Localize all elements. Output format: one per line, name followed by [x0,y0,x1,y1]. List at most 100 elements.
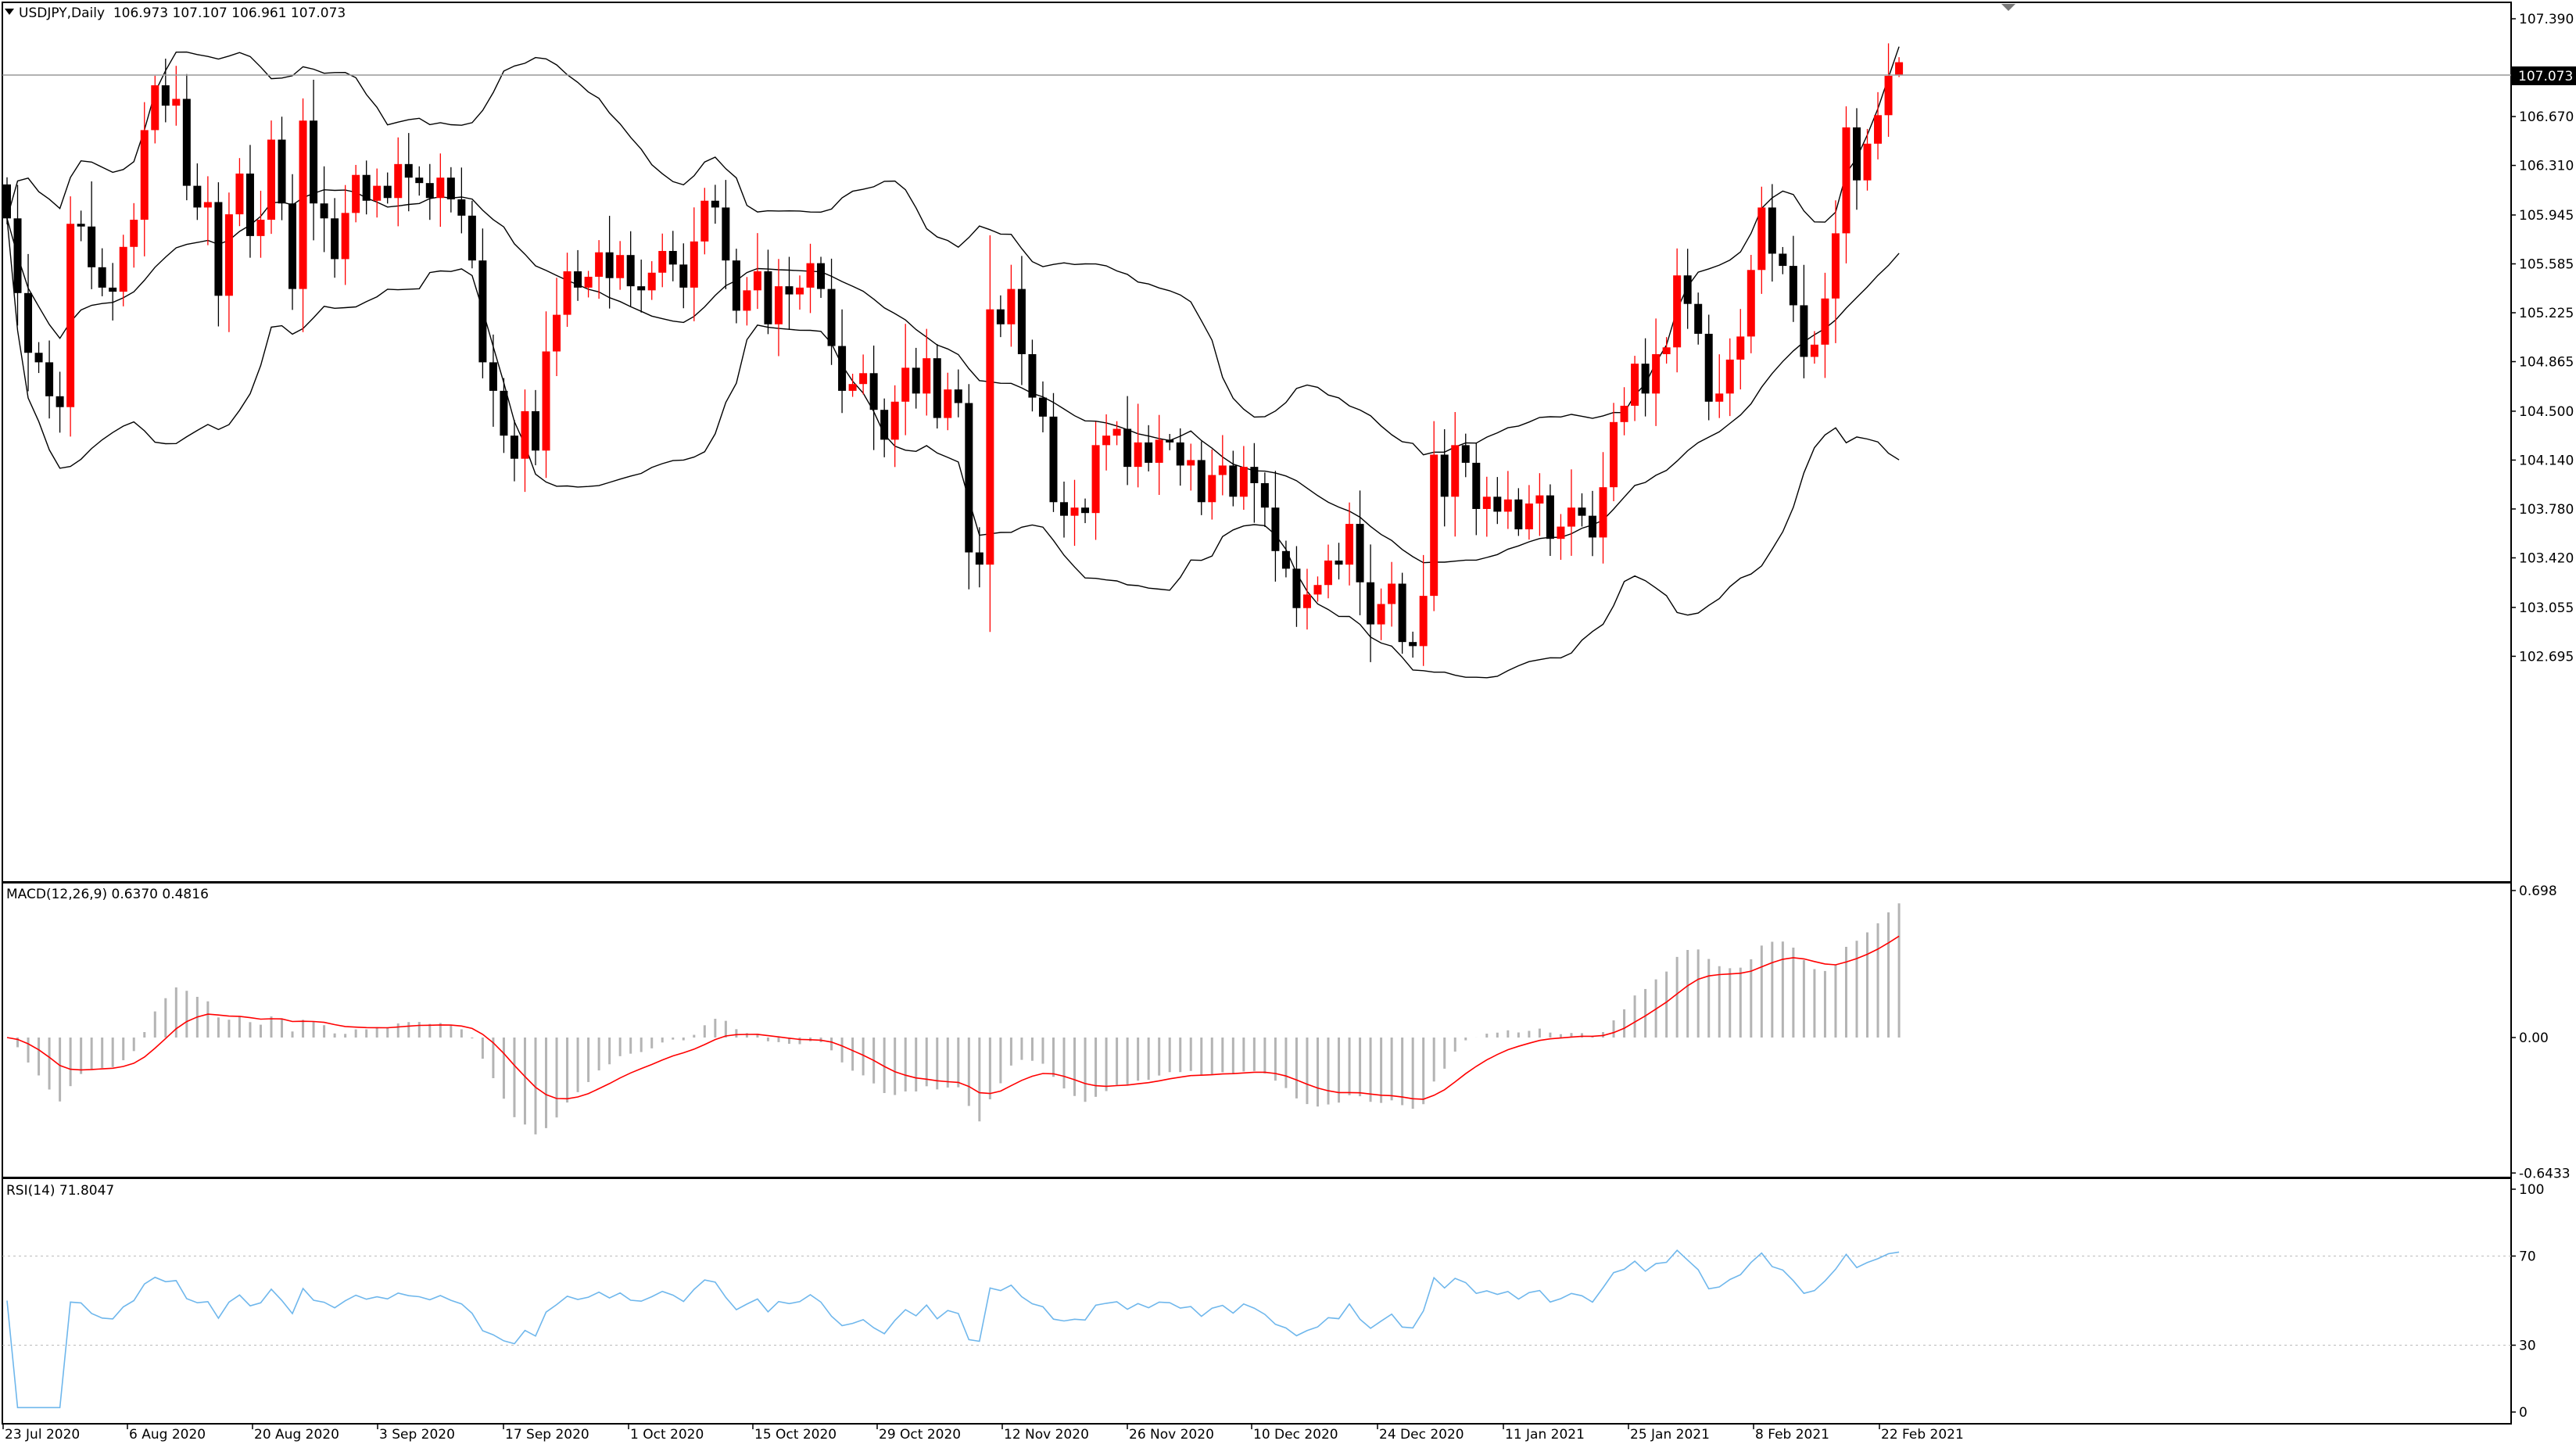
candle-body [743,290,751,311]
candle-body [890,401,899,440]
candle-body [901,367,910,402]
candle-body [996,309,1005,324]
candle-body [859,373,868,385]
candle-body [1145,442,1153,463]
candle-body [1302,594,1311,608]
candle-body [1779,253,1787,267]
candle-body [56,396,64,407]
candle-body [1060,502,1068,516]
candle-body [1356,524,1364,582]
candle-body [98,267,106,288]
candle-body [774,286,783,324]
candle-body [1652,353,1661,394]
candle-body [1683,275,1692,304]
candle-body [1768,207,1776,254]
price-tick-label: 104.500 [2519,404,2574,420]
candle-body [1049,416,1058,503]
candle-body [838,346,847,391]
candle-body [1578,507,1586,516]
candle-body [1641,364,1650,394]
candle-body [1081,507,1090,514]
candle-body [203,202,212,208]
macd-tick-label: -0.6433 [2519,1166,2571,1181]
candle-body [1884,75,1893,116]
candle-body [869,373,878,410]
triangle-down-icon[interactable] [5,9,14,15]
candle-body [500,390,508,436]
rsi-line-group [2,1249,2511,1409]
candle-body [1821,298,1829,345]
bollinger-upper-band [6,46,1900,456]
date-tick-label: 26 Nov 2020 [1129,1427,1214,1443]
candle-body [1313,585,1322,595]
candle-body [1694,303,1703,334]
candle-body [944,389,952,418]
price-tag: 107.073 [2518,69,2573,84]
candle-body [151,85,159,131]
candle-body [436,177,445,199]
candle-body [362,174,371,201]
candle-body [647,272,656,291]
candle-body [1599,487,1607,538]
macd-panel[interactable] [2,882,2512,1178]
candle-body [489,362,497,391]
candle-body [1123,428,1132,468]
candle-body [532,410,539,451]
candle-body [1757,207,1766,271]
candle-body [1800,305,1808,357]
candle-body [679,264,688,288]
candle-body [1218,465,1227,475]
candle-body [1704,333,1713,402]
macd-signal-line [6,935,1900,1100]
candle-body [1324,560,1332,586]
candle-body [34,353,43,363]
chart-shift-marker[interactable] [2001,4,2015,11]
price-tick-label: 102.695 [2519,649,2574,665]
rsi-panel[interactable] [2,1177,2512,1425]
candle-body [1472,462,1481,509]
date-tick-label: 24 Dec 2020 [1379,1427,1464,1443]
candle-body [1789,266,1797,306]
candle-body [1842,127,1850,234]
date-tick-label: 1 Oct 2020 [630,1427,704,1443]
candle-body [975,552,983,565]
price-tick-label: 103.780 [2519,502,2574,518]
candle-body [1102,435,1111,446]
candle-body [510,435,518,459]
candle-body [24,292,33,353]
candle-body [1810,344,1818,357]
date-tick-label: 22 Feb 2021 [1881,1427,1964,1443]
axes: 107.390 106.670 106.310 105.945 105.585 105.2… [2,12,2574,1443]
date-tick-label: 6 Aug 2020 [129,1427,206,1443]
candle-body [658,250,667,273]
candle-body [785,286,794,295]
candle-body [753,271,761,291]
candle-body [1503,499,1512,512]
candle-body [1440,454,1449,497]
candle-body [1017,289,1026,354]
candle-body [1725,359,1734,394]
main-panel[interactable] [2,2,2512,883]
candle-body [584,276,593,288]
candle-body [848,384,857,391]
date-tick-label: 23 Jul 2020 [5,1427,80,1443]
candle-body [1409,642,1417,647]
candle-body [77,224,85,227]
price-tick-label: 104.140 [2519,453,2574,468]
candle-body [1187,460,1195,466]
candle-body [1292,568,1301,608]
candle-body [1589,515,1596,538]
candle-body [140,130,149,220]
candle-body [1524,504,1533,530]
candle-body [722,207,730,261]
candle-body [320,203,328,219]
rsi-header: RSI(14) 71.8047 [6,1183,114,1199]
candle-body [923,358,931,394]
candle-body [1335,560,1343,565]
candle-body [626,255,635,287]
rsi-tick-label: 70 [2519,1249,2536,1265]
date-tick-label: 17 Sep 2020 [505,1427,589,1443]
date-tick-label: 29 Oct 2020 [879,1427,961,1443]
rsi-tick-label: 30 [2519,1339,2536,1354]
